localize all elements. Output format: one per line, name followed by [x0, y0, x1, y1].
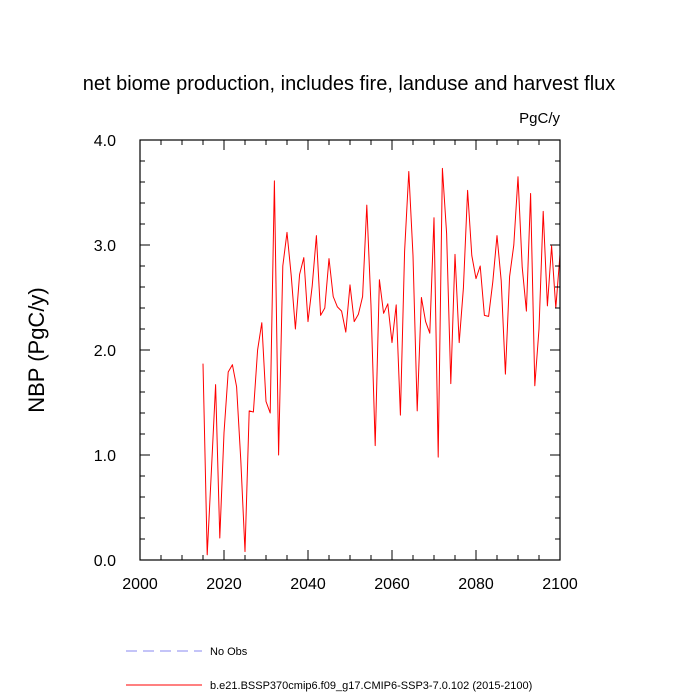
- x-tick-label: 2060: [374, 576, 410, 593]
- x-tick-label: 2080: [458, 576, 494, 593]
- axis-ticks: 2000 2020 2040 2060 2080 2100 0.0 1.0 2.0 3.0 4.0: [94, 133, 578, 593]
- plot-area: [139, 139, 561, 561]
- x-tick-label: 2100: [542, 576, 578, 593]
- x-tick-label: 2040: [290, 576, 326, 593]
- y-tick-label: 2.0: [94, 343, 116, 360]
- y-axis-label: NBP (PgC/y): [24, 287, 49, 413]
- legend-label-1: b.e21.BSSP370cmip6.f09_g17.CMIP6-SSP3-7.…: [210, 680, 532, 692]
- y-tick-label: 1.0: [94, 448, 116, 465]
- y-tick-label: 3.0: [94, 238, 116, 255]
- y-tick-label: 0.0: [94, 553, 116, 570]
- y-tick-label: 4.0: [94, 133, 116, 150]
- x-tick-label: 2000: [122, 576, 158, 593]
- plot-frame: [139, 139, 561, 561]
- units-label: PgC/y: [519, 110, 560, 127]
- x-tick-label: 2020: [206, 576, 242, 593]
- legend-label-0: No Obs: [210, 646, 248, 658]
- legend: No Obs b.e21.BSSP370cmip6.f09_g17.CMIP6-S…: [126, 646, 532, 692]
- series-line-0: [202, 167, 561, 556]
- chart-title: net biome production, includes fire, lan…: [83, 73, 616, 95]
